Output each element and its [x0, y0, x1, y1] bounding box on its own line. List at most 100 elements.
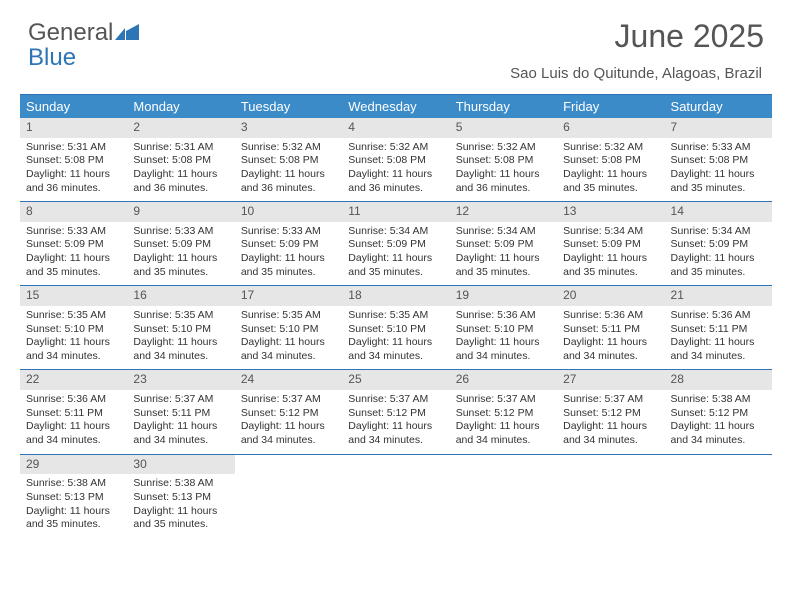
sunset-text: Sunset: 5:13 PM	[26, 491, 121, 505]
sunset-text: Sunset: 5:08 PM	[348, 154, 443, 168]
sunrise-text: Sunrise: 5:35 AM	[241, 309, 336, 323]
brand-logo: General Blue	[28, 18, 139, 70]
sunrise-text: Sunrise: 5:31 AM	[133, 141, 228, 155]
day-number: 10	[235, 202, 342, 222]
day-cell-empty	[342, 455, 449, 538]
day-cell-empty	[235, 455, 342, 538]
daylight-text: and 34 minutes.	[563, 434, 658, 448]
sunrise-text: Sunrise: 5:36 AM	[563, 309, 658, 323]
sunrise-text: Sunrise: 5:37 AM	[456, 393, 551, 407]
daylight-text: Daylight: 11 hours	[671, 168, 766, 182]
sunrise-text: Sunrise: 5:38 AM	[671, 393, 766, 407]
daylight-text: Daylight: 11 hours	[456, 252, 551, 266]
sunset-text: Sunset: 5:11 PM	[563, 323, 658, 337]
week-row: 1Sunrise: 5:31 AMSunset: 5:08 PMDaylight…	[20, 118, 772, 202]
day-cell: 14Sunrise: 5:34 AMSunset: 5:09 PMDayligh…	[665, 202, 772, 285]
sunset-text: Sunset: 5:08 PM	[241, 154, 336, 168]
day-cell: 22Sunrise: 5:36 AMSunset: 5:11 PMDayligh…	[20, 370, 127, 453]
day-number: 27	[557, 370, 664, 390]
daylight-text: and 34 minutes.	[241, 350, 336, 364]
brand-word2: Blue	[28, 44, 76, 71]
sunset-text: Sunset: 5:12 PM	[671, 407, 766, 421]
sunset-text: Sunset: 5:08 PM	[671, 154, 766, 168]
day-number: 25	[342, 370, 449, 390]
day-number: 16	[127, 286, 234, 306]
daylight-text: Daylight: 11 hours	[26, 168, 121, 182]
sunrise-text: Sunrise: 5:32 AM	[563, 141, 658, 155]
daylight-text: Daylight: 11 hours	[26, 420, 121, 434]
sunrise-text: Sunrise: 5:32 AM	[348, 141, 443, 155]
day-cell: 28Sunrise: 5:38 AMSunset: 5:12 PMDayligh…	[665, 370, 772, 453]
daylight-text: Daylight: 11 hours	[348, 336, 443, 350]
day-cell: 8Sunrise: 5:33 AMSunset: 5:09 PMDaylight…	[20, 202, 127, 285]
sunset-text: Sunset: 5:09 PM	[456, 238, 551, 252]
day-number: 11	[342, 202, 449, 222]
day-cell: 21Sunrise: 5:36 AMSunset: 5:11 PMDayligh…	[665, 286, 772, 369]
daylight-text: Daylight: 11 hours	[133, 168, 228, 182]
sunrise-text: Sunrise: 5:35 AM	[26, 309, 121, 323]
daylight-text: Daylight: 11 hours	[671, 420, 766, 434]
day-number: 7	[665, 118, 772, 138]
sunrise-text: Sunrise: 5:35 AM	[348, 309, 443, 323]
daylight-text: Daylight: 11 hours	[133, 336, 228, 350]
daylight-text: and 36 minutes.	[133, 182, 228, 196]
week-row: 29Sunrise: 5:38 AMSunset: 5:13 PMDayligh…	[20, 455, 772, 538]
sunset-text: Sunset: 5:10 PM	[241, 323, 336, 337]
day-number: 29	[20, 455, 127, 475]
sunset-text: Sunset: 5:11 PM	[133, 407, 228, 421]
day-cell: 30Sunrise: 5:38 AMSunset: 5:13 PMDayligh…	[127, 455, 234, 538]
daylight-text: and 35 minutes.	[563, 266, 658, 280]
day-cell: 13Sunrise: 5:34 AMSunset: 5:09 PMDayligh…	[557, 202, 664, 285]
daylight-text: Daylight: 11 hours	[671, 252, 766, 266]
daylight-text: and 36 minutes.	[26, 182, 121, 196]
daylight-text: Daylight: 11 hours	[241, 336, 336, 350]
daylight-text: and 35 minutes.	[456, 266, 551, 280]
daylight-text: Daylight: 11 hours	[133, 420, 228, 434]
sunset-text: Sunset: 5:09 PM	[563, 238, 658, 252]
sunrise-text: Sunrise: 5:36 AM	[456, 309, 551, 323]
daylight-text: and 35 minutes.	[348, 266, 443, 280]
sunrise-text: Sunrise: 5:33 AM	[26, 225, 121, 239]
daylight-text: Daylight: 11 hours	[563, 168, 658, 182]
sunset-text: Sunset: 5:09 PM	[133, 238, 228, 252]
sunset-text: Sunset: 5:11 PM	[26, 407, 121, 421]
sunrise-text: Sunrise: 5:33 AM	[133, 225, 228, 239]
sunset-text: Sunset: 5:10 PM	[26, 323, 121, 337]
sunrise-text: Sunrise: 5:33 AM	[241, 225, 336, 239]
weekday-wednesday: Wednesday	[342, 95, 449, 118]
day-cell: 25Sunrise: 5:37 AMSunset: 5:12 PMDayligh…	[342, 370, 449, 453]
daylight-text: and 35 minutes.	[133, 518, 228, 532]
day-cell: 15Sunrise: 5:35 AMSunset: 5:10 PMDayligh…	[20, 286, 127, 369]
daylight-text: and 34 minutes.	[241, 434, 336, 448]
sunset-text: Sunset: 5:10 PM	[348, 323, 443, 337]
sunset-text: Sunset: 5:12 PM	[563, 407, 658, 421]
day-cell: 4Sunrise: 5:32 AMSunset: 5:08 PMDaylight…	[342, 118, 449, 201]
sunset-text: Sunset: 5:11 PM	[671, 323, 766, 337]
sunrise-text: Sunrise: 5:37 AM	[348, 393, 443, 407]
daylight-text: Daylight: 11 hours	[456, 168, 551, 182]
daylight-text: and 34 minutes.	[133, 350, 228, 364]
daylight-text: Daylight: 11 hours	[348, 252, 443, 266]
daylight-text: Daylight: 11 hours	[563, 252, 658, 266]
week-row: 22Sunrise: 5:36 AMSunset: 5:11 PMDayligh…	[20, 370, 772, 454]
daylight-text: and 35 minutes.	[563, 182, 658, 196]
day-number: 13	[557, 202, 664, 222]
daylight-text: and 34 minutes.	[563, 350, 658, 364]
day-number: 21	[665, 286, 772, 306]
sunrise-text: Sunrise: 5:37 AM	[241, 393, 336, 407]
brand-text: General Blue	[28, 18, 139, 70]
weekday-tuesday: Tuesday	[235, 95, 342, 118]
sunrise-text: Sunrise: 5:31 AM	[26, 141, 121, 155]
month-title: June 2025	[510, 18, 764, 55]
sunset-text: Sunset: 5:08 PM	[133, 154, 228, 168]
day-cell: 27Sunrise: 5:37 AMSunset: 5:12 PMDayligh…	[557, 370, 664, 453]
day-number: 9	[127, 202, 234, 222]
day-cell: 9Sunrise: 5:33 AMSunset: 5:09 PMDaylight…	[127, 202, 234, 285]
day-cell: 10Sunrise: 5:33 AMSunset: 5:09 PMDayligh…	[235, 202, 342, 285]
daylight-text: Daylight: 11 hours	[671, 336, 766, 350]
daylight-text: and 34 minutes.	[456, 434, 551, 448]
day-cell: 26Sunrise: 5:37 AMSunset: 5:12 PMDayligh…	[450, 370, 557, 453]
daylight-text: and 36 minutes.	[348, 182, 443, 196]
day-cell: 5Sunrise: 5:32 AMSunset: 5:08 PMDaylight…	[450, 118, 557, 201]
day-cell: 17Sunrise: 5:35 AMSunset: 5:10 PMDayligh…	[235, 286, 342, 369]
